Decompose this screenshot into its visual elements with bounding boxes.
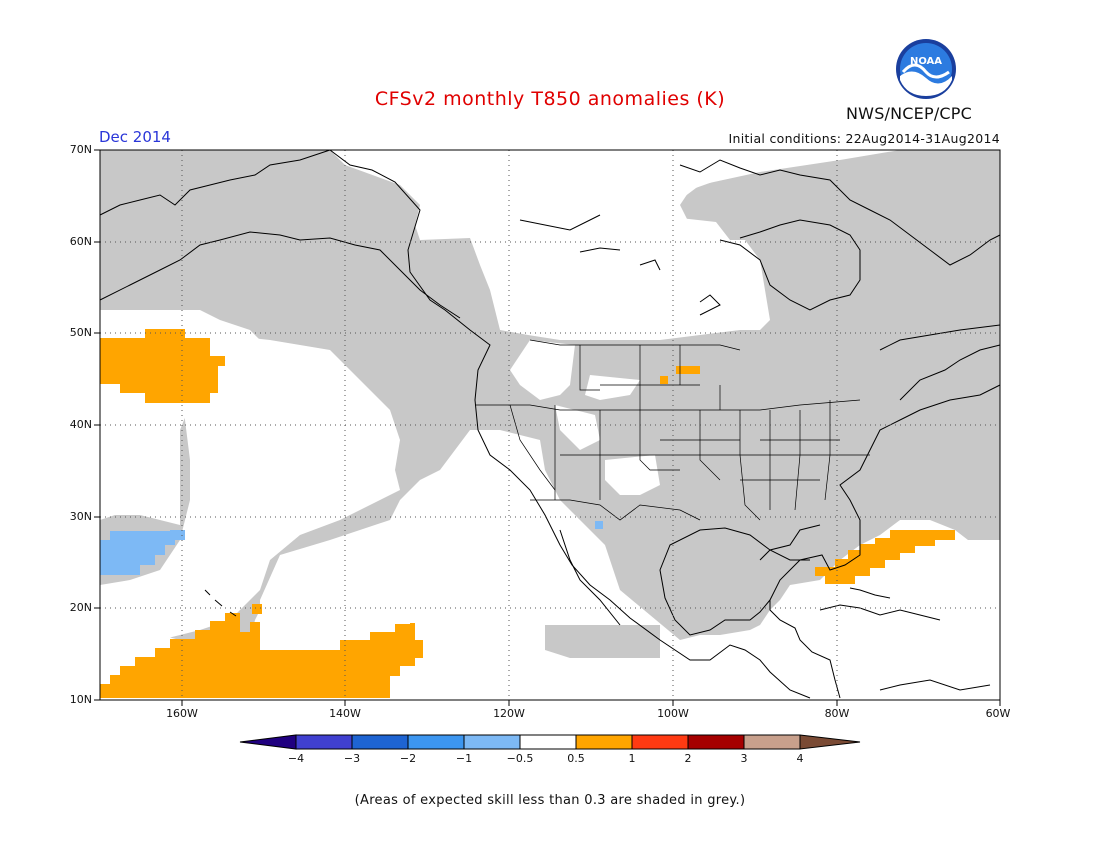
initial-conditions-label: Initial conditions: 22Aug2014-31Aug2014	[728, 131, 1000, 146]
valid-month-label: Dec 2014	[99, 128, 171, 146]
colorbar-tick-label: 0.5	[567, 752, 585, 765]
colorbar	[239, 734, 861, 750]
coastlines	[99, 149, 1001, 699]
colorbar-bin	[295, 734, 353, 750]
colorbar-tick-label: −0.5	[506, 752, 534, 765]
lon-label: 160W	[166, 707, 198, 720]
colorbar-tick-label: 1	[628, 752, 636, 765]
lon-label: 100W	[657, 707, 689, 720]
colorbar-tick-label: 4	[796, 752, 804, 765]
lon-label: 140W	[329, 707, 361, 720]
skill-mask	[100, 150, 1000, 658]
organization-label: NWS/NCEP/CPC	[846, 104, 973, 123]
lon-label: 60W	[985, 707, 1011, 720]
graticule	[100, 150, 1000, 700]
chart-title: CFSv2 monthly T850 anomalies (K)	[374, 88, 726, 110]
lat-label: 70N	[69, 143, 92, 156]
colorbar-bin	[743, 734, 801, 750]
mask-holes	[100, 150, 760, 660]
colorbar-tick-label: −1	[455, 752, 473, 765]
colorbar-arrow-low	[239, 734, 297, 750]
skill-footnote: (Areas of expected skill less than 0.3 a…	[354, 793, 746, 808]
political-borders	[475, 339, 870, 521]
lat-label: 20N	[69, 601, 92, 614]
cool-anomaly-regions	[100, 521, 603, 575]
logo-text: NOAA	[910, 56, 942, 67]
lat-label: 30N	[69, 510, 92, 523]
colorbar-bin	[687, 734, 745, 750]
colorbar-tick-label: −4	[287, 752, 305, 765]
colorbar-tick-label: 2	[684, 752, 692, 765]
colorbar-bin	[631, 734, 689, 750]
colorbar-tick-label: −2	[399, 752, 417, 765]
lat-label: 40N	[69, 418, 92, 431]
noaa-logo: NOAA	[895, 38, 957, 100]
colorbar-tick-label: 3	[740, 752, 748, 765]
lat-label: 10N	[69, 693, 92, 706]
axis-ticks	[94, 149, 1001, 706]
colorbar-bin	[575, 734, 633, 750]
colorbar-bin	[519, 734, 577, 750]
lon-label: 120W	[493, 707, 525, 720]
colorbar-arrow-high	[799, 734, 861, 750]
colorbar-bin	[463, 734, 521, 750]
lat-label: 50N	[69, 326, 92, 339]
warm-anomaly-regions	[100, 329, 955, 698]
colorbar-tick-label: −3	[343, 752, 361, 765]
lon-label: 80W	[824, 707, 850, 720]
lat-label: 60N	[69, 235, 92, 248]
colorbar-bin	[351, 734, 409, 750]
colorbar-bin	[407, 734, 465, 750]
